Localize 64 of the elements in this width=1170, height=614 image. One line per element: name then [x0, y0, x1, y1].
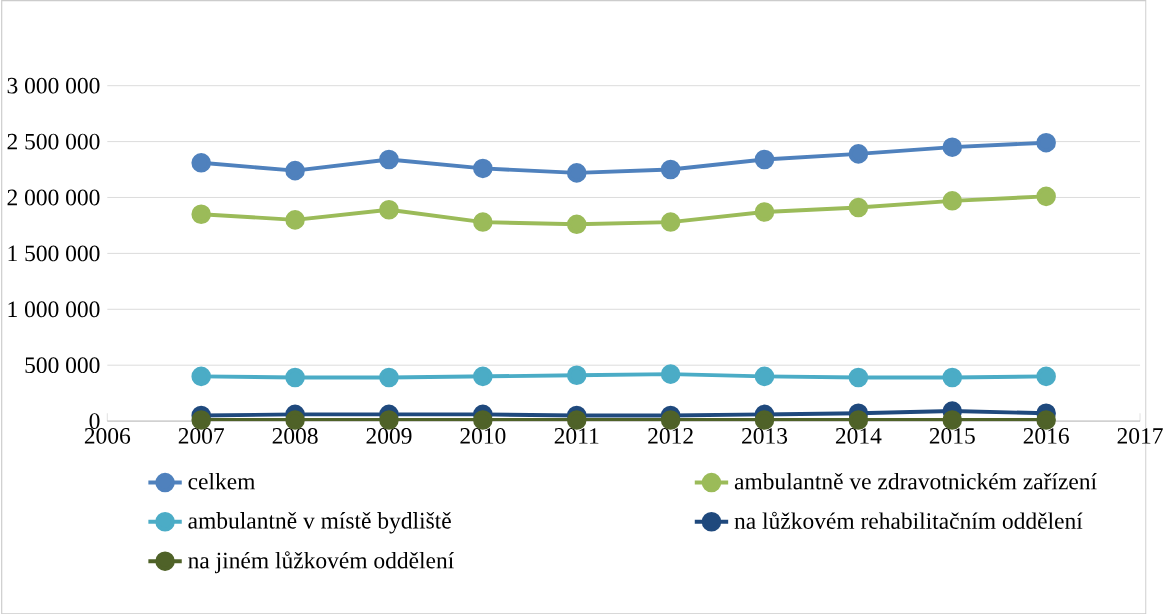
point	[379, 367, 399, 388]
y-tick-label: 2 000 000	[7, 189, 100, 206]
point	[848, 410, 869, 430]
point	[473, 212, 493, 232]
legend-label: ambulantně ve zdravotnickém zařízení	[734, 472, 1097, 490]
y-tick-label: 1 000 000	[8, 301, 100, 318]
point	[660, 159, 681, 180]
point	[1036, 186, 1056, 206]
x-tick-label: 2014	[835, 427, 882, 444]
legend-label: na jiném lůžkovém oddělení	[188, 551, 454, 574]
point	[848, 143, 869, 164]
point	[754, 149, 775, 170]
x-tick-label: 2007	[178, 427, 224, 444]
point	[754, 410, 775, 430]
x-tick-label: 2011	[554, 427, 599, 444]
x-tick-label: 2010	[460, 427, 506, 444]
x-tick-label: 2006	[84, 427, 131, 444]
y-tick-label: 3 000 000	[7, 77, 100, 94]
point	[285, 367, 305, 388]
x-tick-label: 2009	[366, 427, 412, 444]
point	[285, 209, 305, 230]
point	[660, 410, 681, 430]
point	[566, 162, 587, 183]
legend-label: celkem	[188, 472, 256, 490]
y-tick-label: 1 500 000	[8, 245, 100, 262]
x-tick-label: 2016	[1023, 427, 1069, 444]
y-tick-label: 500 000	[25, 357, 100, 373]
point	[191, 152, 211, 173]
point	[848, 197, 869, 218]
point	[660, 212, 681, 232]
x-tick-label: 2015	[929, 427, 975, 444]
point	[191, 204, 211, 224]
point	[285, 410, 305, 430]
legend-label: ambulantně v místě bydliště	[188, 511, 451, 534]
y-tick-label: 2 500 000	[7, 133, 100, 150]
point	[1036, 366, 1056, 386]
point	[191, 410, 211, 430]
x-tick-label: 2017	[1117, 427, 1163, 444]
x-tick-label: 2008	[272, 427, 318, 444]
point	[942, 410, 963, 430]
point	[1036, 132, 1056, 153]
point	[1036, 410, 1056, 430]
point	[473, 158, 493, 179]
point	[379, 410, 399, 430]
point	[942, 367, 963, 388]
point	[754, 202, 775, 222]
point	[566, 365, 587, 385]
point	[848, 367, 869, 388]
legend-label: na lůžkovém rehabilitačním oddělení	[734, 511, 1083, 529]
point	[942, 137, 963, 157]
point	[566, 410, 587, 430]
point	[942, 190, 963, 211]
point	[754, 366, 775, 386]
x-tick-label: 2013	[742, 427, 788, 444]
point	[660, 364, 681, 384]
point	[379, 199, 399, 220]
point	[473, 410, 493, 430]
x-tick-label: 2012	[648, 427, 693, 444]
point	[566, 214, 587, 234]
point	[191, 366, 211, 386]
point	[285, 160, 305, 181]
point	[379, 149, 399, 170]
point	[473, 366, 493, 386]
y-tick-label: 0	[89, 413, 100, 429]
